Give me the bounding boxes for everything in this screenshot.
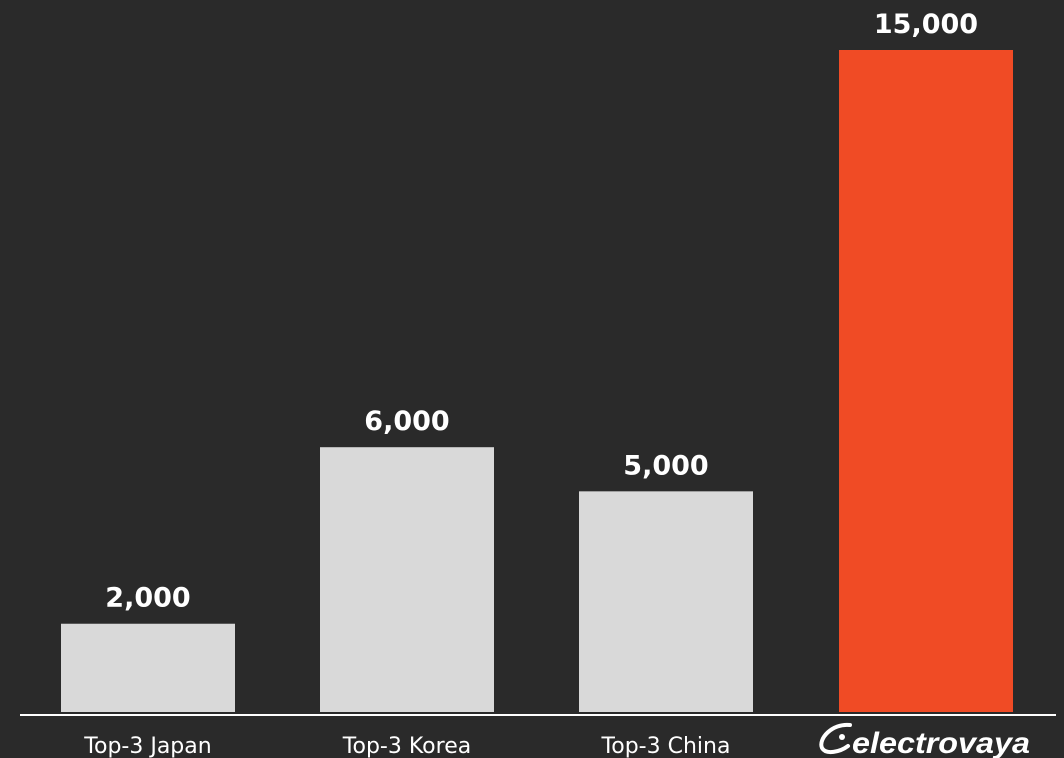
bar-2 [579,491,753,712]
electrovaya-logo-dot [839,734,845,740]
bar-0 [61,623,235,712]
value-label-3: 15,000 [874,9,978,40]
category-labels-group: Top-3 Japan Top-3 Korea Top-3 China electro… [83,722,1030,758]
bars-group [61,50,1013,712]
value-labels-group: 2,000 6,000 5,000 15,000 [105,9,978,614]
bar-3 [839,50,1013,712]
bar-1 [320,447,494,712]
electrovaya-logo-mark [819,722,852,755]
category-label-1: Top-3 Korea [342,734,471,758]
category-label-0: Top-3 Japan [83,734,211,758]
category-label-2: Top-3 China [601,734,731,758]
electrovaya-logo-text: electrovaya [852,727,1030,758]
value-label-0: 2,000 [105,583,190,614]
value-label-2: 5,000 [623,450,708,481]
electrovaya-logo: electrovaya [819,722,1030,758]
value-label-1: 6,000 [364,406,449,437]
